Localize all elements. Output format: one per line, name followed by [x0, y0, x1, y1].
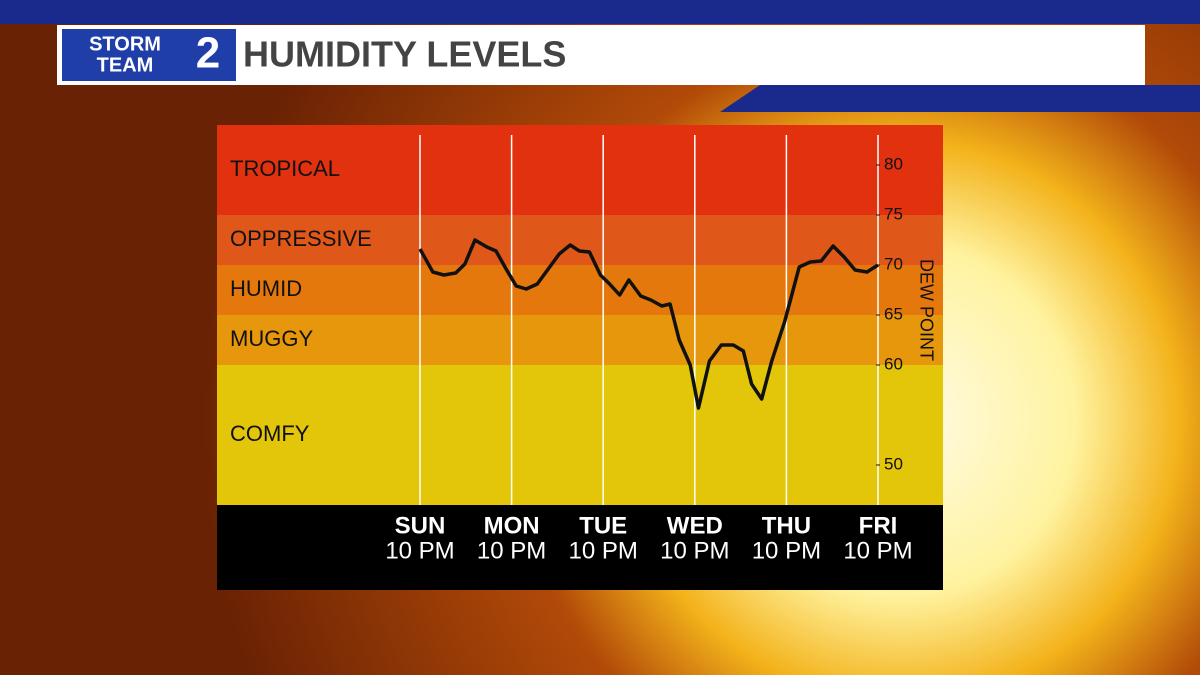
y-tick-label: 80	[884, 154, 903, 173]
y-tick-label: 65	[884, 304, 903, 323]
x-tick-sublabel: 10 PM	[569, 537, 638, 564]
x-tick-sublabel: 10 PM	[660, 537, 729, 564]
band-label: COMFY	[230, 421, 310, 446]
band-label: TROPICAL	[230, 156, 340, 181]
logo-box	[62, 29, 236, 81]
x-tick-sublabel: 10 PM	[843, 537, 912, 564]
header-bar	[57, 25, 1145, 85]
label-strip	[217, 505, 943, 590]
y-tick-label: 70	[884, 254, 903, 273]
top-strip	[0, 0, 1200, 24]
x-tick-label: FRI	[859, 512, 898, 539]
x-tick-label: WED	[667, 512, 723, 539]
dew-point-line	[418, 238, 879, 410]
x-tick-sublabel: 10 PM	[477, 537, 546, 564]
logo-text: TEAM	[97, 54, 154, 76]
chart-title: HUMIDITY LEVELS	[243, 34, 566, 75]
logo-text: STORM	[89, 33, 161, 55]
band	[217, 315, 943, 365]
y-tick-label: 75	[884, 204, 903, 223]
band-label: OPPRESSIVE	[230, 226, 372, 251]
x-tick-label: MON	[484, 512, 540, 539]
band	[217, 125, 943, 215]
header-accent	[720, 85, 1200, 112]
y-tick-label: 50	[884, 454, 903, 473]
x-tick-sublabel: 10 PM	[752, 537, 821, 564]
y-axis-label: DEW POINT	[916, 259, 936, 361]
y-tick-label: 60	[884, 354, 903, 373]
band-label: HUMID	[230, 276, 302, 301]
x-tick-label: THU	[762, 512, 811, 539]
band	[217, 215, 943, 265]
x-tick-label: TUE	[579, 512, 627, 539]
band	[217, 365, 943, 505]
band-label: MUGGY	[230, 326, 313, 351]
logo-number: 2	[196, 29, 220, 78]
band	[217, 265, 943, 315]
x-tick-sublabel: 10 PM	[385, 537, 454, 564]
x-tick-label: SUN	[395, 512, 446, 539]
